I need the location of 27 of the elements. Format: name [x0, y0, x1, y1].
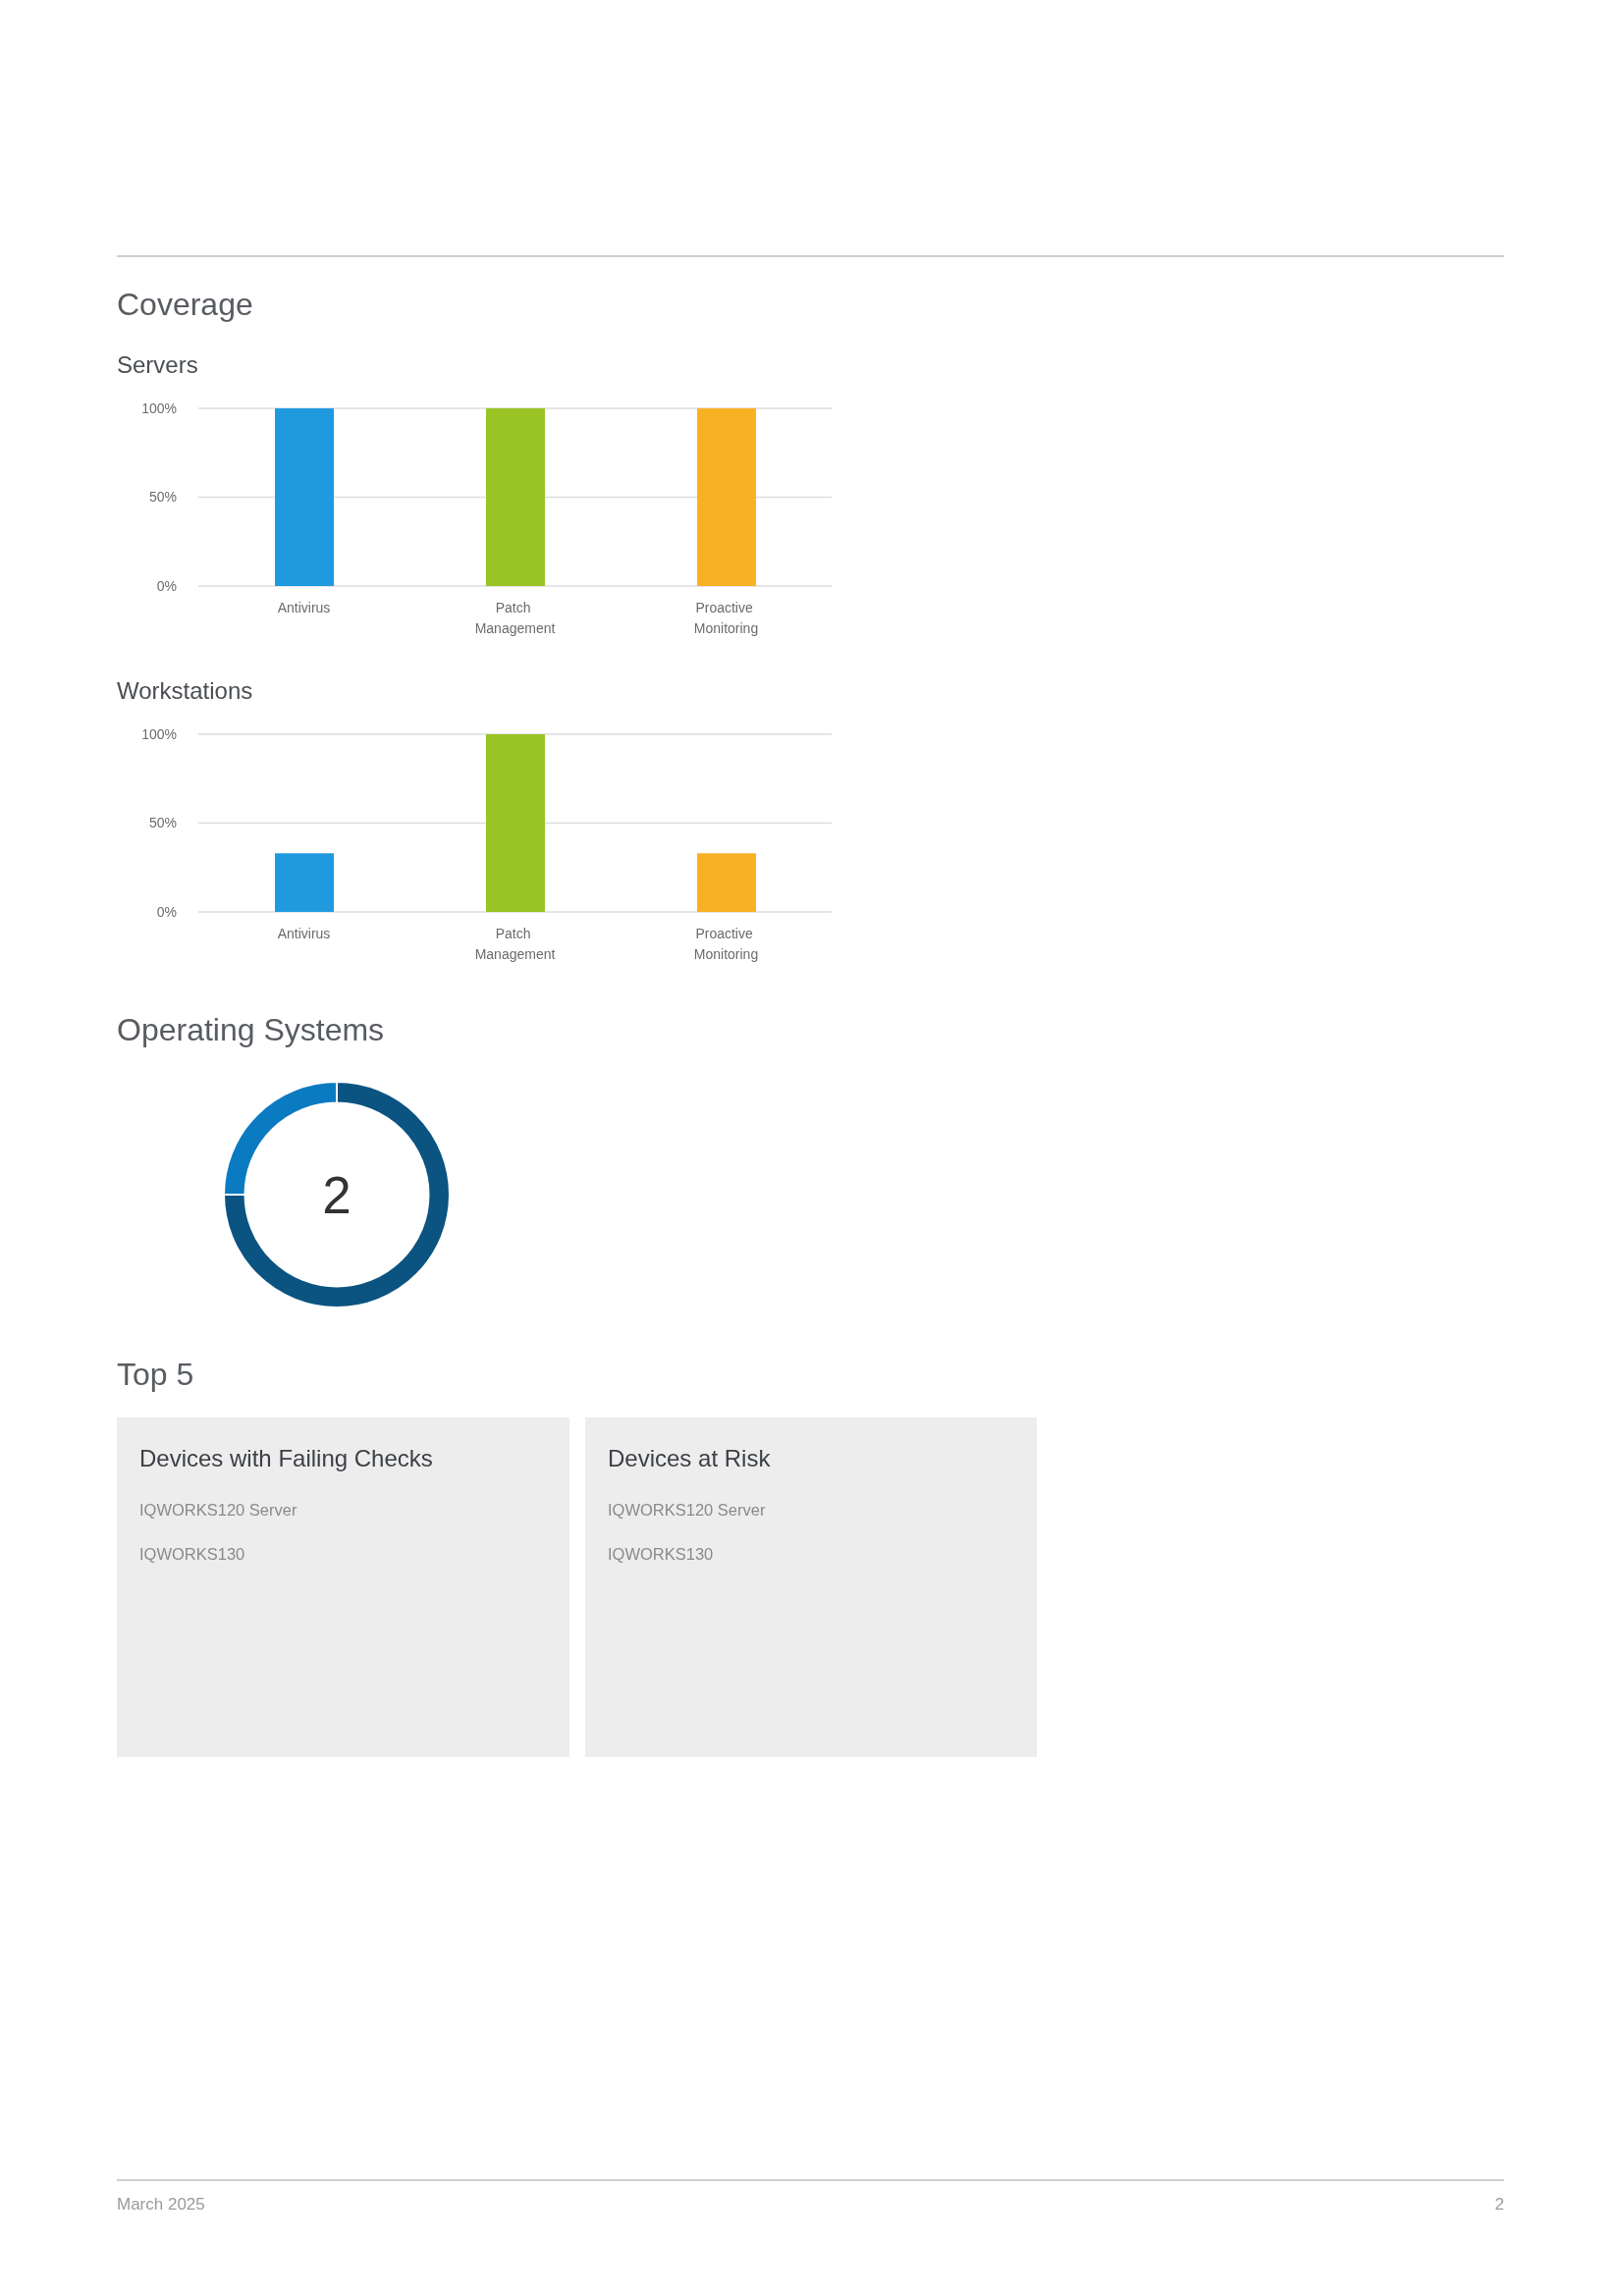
text: IQWORKS120 Server [608, 1501, 766, 1519]
y-tick-label: 100% [141, 400, 177, 416]
text: March 2025 [117, 2195, 205, 2214]
chart-title: Coverage [117, 287, 253, 322]
chart-subtitle: Workstations [117, 677, 253, 704]
y-tick-label: 100% [141, 725, 177, 742]
text: Devices at Risk [608, 1445, 771, 1471]
chart-subtitle: Servers [117, 351, 198, 378]
y-tick-label: 0% [156, 903, 177, 920]
text: 2 [1494, 2195, 1504, 2214]
x-tick-label: Proactive Monitoring [693, 600, 759, 636]
text: IQWORKS120 Server [139, 1501, 298, 1519]
x-tick-label: Proactive Monitoring [693, 926, 759, 962]
chart-title: Operating Systems [117, 1012, 385, 1047]
x-tick-label: Antivirus [277, 600, 331, 615]
y-tick-label: 0% [156, 577, 177, 594]
text: Top 5 [117, 1357, 194, 1392]
x-tick-label: Antivirus [277, 926, 331, 941]
y-tick-label: 50% [148, 489, 177, 506]
y-tick-label: 50% [148, 815, 177, 831]
text: Devices with Failing Checks [139, 1445, 433, 1471]
text: 2 [322, 1166, 352, 1224]
x-tick-label: Patch Management [474, 926, 556, 962]
text: IQWORKS130 [608, 1545, 714, 1563]
text: IQWORKS130 [139, 1545, 245, 1563]
donut-slice [223, 1081, 451, 1308]
x-tick-label: Patch Management [474, 600, 556, 636]
